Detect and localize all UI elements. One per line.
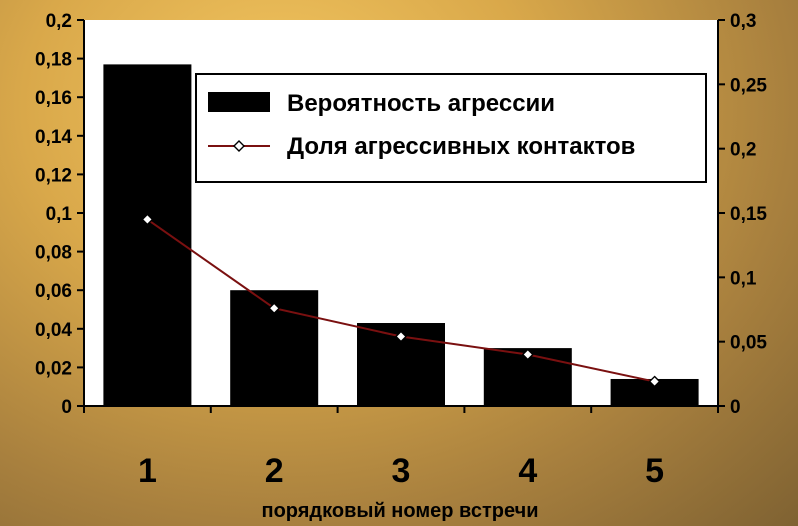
category-label-4: 4 [518, 452, 537, 490]
right-tick-label: 0,05 [730, 333, 767, 354]
right-tick-label: 0,3 [730, 11, 756, 32]
line-point-1 [141, 213, 154, 226]
right-tick-label: 0,1 [730, 268, 757, 289]
legend-diamond-marker [233, 140, 245, 152]
right-tick-label: 0,2 [730, 140, 756, 161]
line-point-5 [648, 375, 661, 388]
left-tick-label: 0,04 [35, 320, 72, 341]
left-tick-label: 0,02 [35, 358, 72, 379]
line-series [141, 213, 661, 388]
right-tick-label: 0,25 [730, 75, 767, 96]
line-point-4 [521, 348, 534, 361]
left-tick-label: 0,12 [35, 165, 72, 186]
x-axis-category-labels: 1 2 3 4 5 [138, 452, 664, 490]
left-tick-label: 0,16 [35, 88, 72, 109]
left-y-axis-ticks: 0 0,02 0,04 0,06 0,08 0,1 0,12 0,14 0,16 0,18 0,2 [35, 11, 84, 418]
category-label-3: 3 [392, 452, 411, 490]
left-tick-label: 0,06 [35, 281, 72, 302]
right-y-axis-ticks: 0 0,05 0,1 0,15 0,2 0,25 0,3 [718, 11, 767, 418]
right-tick-label: 0 [730, 397, 741, 418]
bar-1 [103, 64, 192, 406]
x-axis-title: порядковый номер встречи [262, 500, 539, 522]
legend-bar-swatch [208, 92, 270, 112]
left-tick-label: 0,14 [35, 127, 72, 148]
category-label-2: 2 [265, 452, 284, 490]
left-tick-label: 0,18 [35, 50, 72, 71]
right-tick-label: 0,15 [730, 204, 767, 225]
legend-label-bar-series: Вероятность агрессии [287, 90, 555, 117]
left-tick-label: 0,1 [46, 204, 73, 225]
legend-label-line-series: Доля агрессивных контактов [287, 133, 635, 160]
line-point-2 [268, 302, 281, 315]
category-label-1: 1 [138, 452, 157, 490]
line-point-3 [395, 330, 407, 343]
left-tick-label: 0,08 [35, 243, 72, 264]
legend: Вероятность агрессии Доля агрессивных ко… [195, 73, 707, 183]
legend-box [195, 73, 707, 183]
category-label-5: 5 [645, 452, 664, 490]
left-tick-label: 0,2 [46, 11, 72, 32]
left-tick-label: 0 [61, 397, 72, 418]
